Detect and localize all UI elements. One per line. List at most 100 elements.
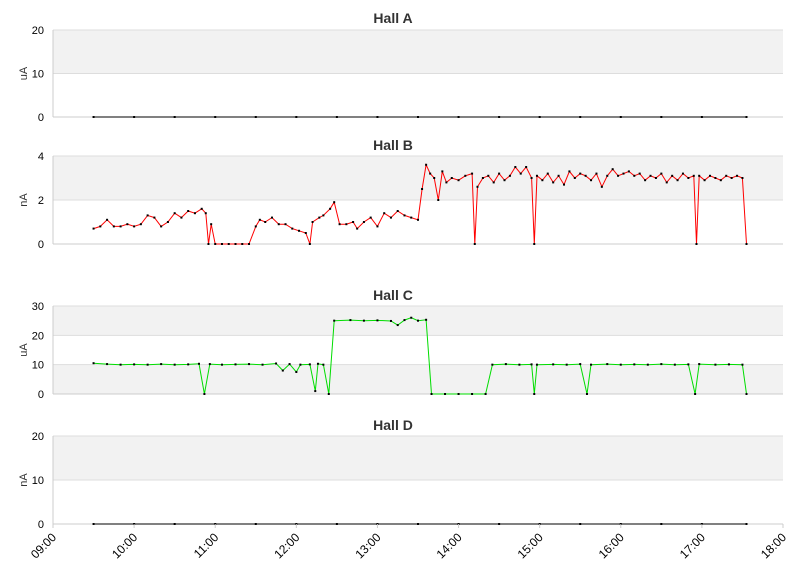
x-tick-label: 16:00	[596, 530, 627, 561]
grid-band	[53, 73, 783, 117]
data-point	[198, 362, 200, 365]
data-point	[308, 363, 311, 366]
data-point	[681, 172, 684, 175]
data-point	[92, 523, 95, 525]
data-point	[410, 316, 413, 319]
data-point	[376, 116, 379, 118]
data-point	[322, 214, 325, 217]
data-point	[741, 177, 744, 179]
data-point	[146, 363, 149, 366]
data-point	[514, 166, 517, 168]
data-point	[119, 225, 122, 228]
data-point	[271, 216, 273, 219]
y-tick-label: 0	[38, 519, 44, 531]
data-point	[333, 201, 336, 204]
data-point	[214, 243, 217, 245]
data-point	[491, 363, 494, 366]
data-point	[745, 393, 748, 395]
data-point	[207, 243, 210, 245]
data-point	[425, 163, 428, 166]
x-tick-label: 10:00	[109, 530, 140, 561]
data-point	[692, 174, 695, 177]
data-point	[563, 183, 565, 186]
data-point	[338, 223, 341, 226]
data-point	[275, 362, 278, 365]
data-point	[356, 227, 359, 230]
data-point	[644, 179, 647, 182]
grid-band	[53, 30, 783, 74]
data-point	[333, 319, 336, 322]
grid-band	[53, 364, 783, 394]
data-point	[703, 179, 706, 182]
data-point	[538, 116, 541, 118]
data-point	[288, 363, 291, 366]
data-point	[525, 166, 528, 168]
data-point	[736, 174, 739, 177]
data-point	[126, 223, 129, 226]
data-point	[617, 174, 620, 177]
data-point	[352, 221, 355, 223]
data-point	[498, 172, 501, 175]
data-point	[180, 216, 183, 219]
data-point	[606, 174, 609, 177]
data-point	[389, 216, 392, 219]
data-point	[503, 179, 506, 182]
data-point	[671, 174, 674, 177]
data-point	[234, 243, 237, 245]
data-point	[421, 188, 424, 190]
data-point	[698, 174, 701, 177]
data-point	[417, 523, 419, 525]
data-point	[396, 324, 399, 327]
data-point	[660, 172, 663, 175]
y-tick-label: 20	[32, 25, 44, 37]
data-point	[444, 393, 447, 395]
data-point	[557, 174, 560, 177]
data-point	[298, 229, 301, 232]
data-point	[573, 177, 576, 179]
data-point	[433, 177, 436, 179]
data-point	[417, 116, 419, 118]
data-point	[727, 363, 730, 366]
data-point	[220, 243, 223, 245]
data-point	[533, 393, 536, 395]
x-tick-label: 12:00	[271, 530, 302, 561]
data-point	[410, 216, 413, 219]
data-point	[425, 318, 428, 321]
data-point	[264, 221, 267, 223]
data-point	[519, 172, 522, 175]
data-point	[173, 212, 176, 215]
data-point	[745, 116, 748, 118]
data-point	[403, 319, 406, 322]
data-point	[457, 393, 460, 395]
x-tick-label: 14:00	[434, 530, 465, 561]
data-point	[473, 243, 476, 245]
data-point	[403, 214, 406, 217]
grid-band	[53, 156, 783, 200]
data-point	[92, 116, 95, 118]
data-point	[492, 181, 495, 184]
data-point	[281, 369, 284, 372]
data-point	[595, 172, 598, 175]
data-point	[714, 177, 717, 179]
data-point	[600, 185, 603, 188]
data-point	[471, 393, 474, 395]
data-point	[508, 174, 511, 177]
data-point	[530, 363, 533, 366]
panel-1: Hall A uA 0 10 20	[18, 10, 783, 124]
y-tick-label: 10	[32, 360, 44, 372]
data-point	[673, 363, 676, 366]
data-point	[133, 116, 136, 118]
data-point	[258, 218, 261, 221]
data-point	[619, 363, 622, 366]
data-point	[700, 116, 703, 118]
data-point	[584, 174, 587, 177]
y-tick-label: 4	[38, 151, 44, 163]
data-point	[457, 179, 460, 182]
data-point	[552, 363, 555, 366]
y-tick-label: 20	[32, 431, 44, 443]
data-point	[327, 393, 330, 395]
data-point	[311, 221, 314, 223]
data-point	[335, 116, 338, 118]
data-point	[695, 243, 698, 245]
data-point	[349, 319, 352, 322]
